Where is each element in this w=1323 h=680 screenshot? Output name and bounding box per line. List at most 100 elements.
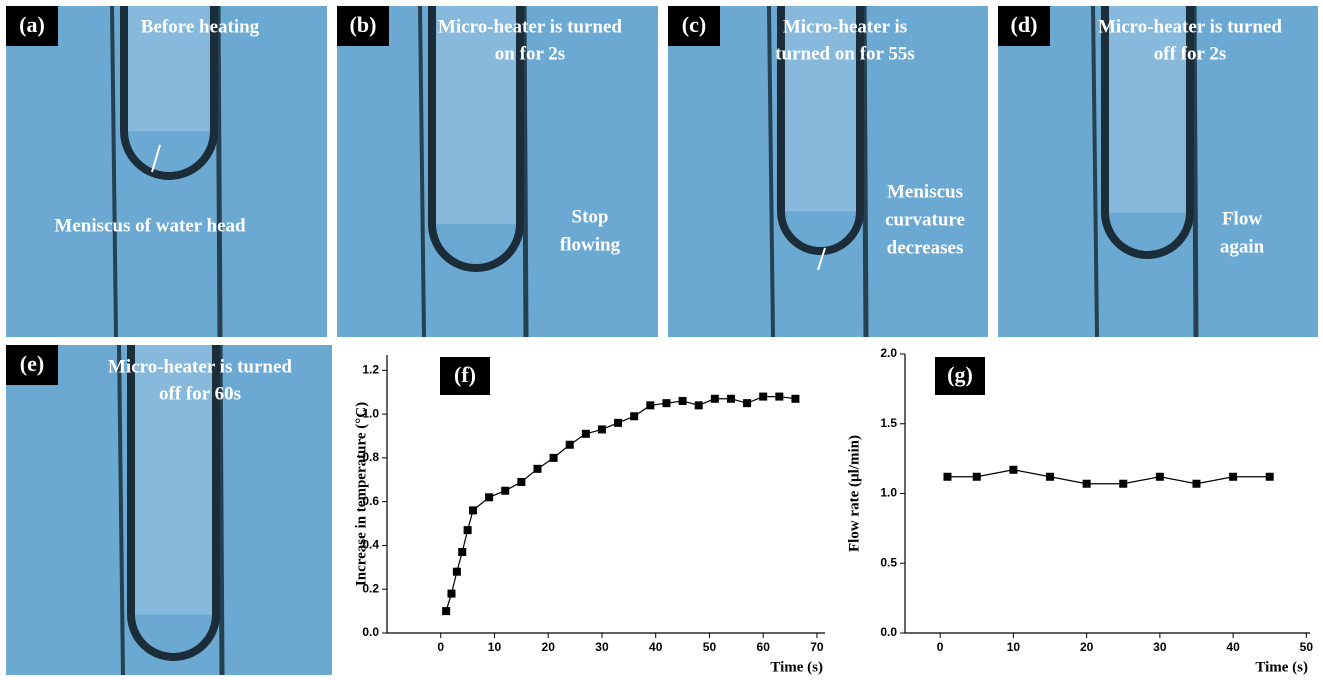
photo-panel: (a) Before heating Meniscus of water head: [6, 5, 327, 338]
data-point: [442, 607, 451, 616]
annotation: Flow: [1222, 208, 1262, 229]
x-tick-label: 30: [595, 640, 609, 654]
panel-label: (g): [947, 362, 973, 387]
caption: turned on for 55s: [775, 43, 915, 64]
data-point: [463, 526, 472, 535]
panel-label: (d): [1011, 12, 1038, 37]
x-tick-label: 40: [649, 640, 663, 654]
annotation: flowing: [560, 234, 621, 255]
y-tick-label: 0.8: [362, 450, 379, 464]
y-axis-label: Increase in temperature (°C): [353, 402, 369, 586]
panel-label-box: [935, 357, 985, 395]
x-tick-label: 50: [703, 640, 717, 654]
y-tick-label: 1.0: [880, 486, 897, 500]
data-point: [1119, 479, 1128, 488]
tube-wall: [117, 344, 125, 676]
y-tick-label: 0.0: [880, 625, 897, 639]
y-tick-label: 2.0: [880, 346, 897, 360]
data-point: [710, 394, 719, 403]
data-point: [581, 429, 590, 438]
data-point: [775, 392, 784, 401]
data-point: [759, 392, 768, 401]
data-point: [1009, 465, 1018, 474]
tube-wall: [1191, 5, 1199, 338]
x-tick-label: 20: [1080, 640, 1094, 654]
data-point: [517, 477, 526, 486]
photo-panel: (e) Micro-heater is turned off for 60s: [6, 344, 332, 676]
meniscus: [120, 6, 218, 180]
arrow: [151, 144, 161, 173]
annotation: again: [1220, 236, 1265, 257]
meniscus: [428, 6, 524, 272]
meniscus: [127, 345, 220, 661]
data-point: [726, 394, 735, 403]
data-point: [614, 418, 623, 427]
data-point: [646, 401, 655, 410]
data-point: [662, 399, 671, 408]
x-axis-label: Time (s): [770, 659, 823, 675]
data-point: [597, 425, 606, 434]
data-point: [972, 472, 981, 481]
tube-wall: [217, 344, 225, 676]
annotation: Meniscus: [887, 181, 963, 202]
tube-interior: [124, 6, 214, 131]
caption: Micro-heater is turned: [1098, 16, 1282, 37]
x-tick-label: 0: [437, 640, 444, 654]
panel-label: (a): [19, 12, 45, 37]
data-point: [452, 567, 461, 576]
x-axis-label: Time (s): [1255, 659, 1308, 675]
x-tick-label: 70: [810, 640, 824, 654]
y-tick-label: 0.4: [362, 538, 379, 552]
y-tick-label: 1.5: [880, 416, 897, 430]
data-point: [565, 440, 574, 449]
data-point: [501, 486, 510, 495]
data-point: [1192, 479, 1201, 488]
panel-label: (c): [682, 12, 706, 37]
panel-label-box: [440, 357, 490, 395]
photo-panel: (b) Micro-heater is turned on for 2s Stop fl…: [337, 5, 658, 338]
y-tick-label: 1.2: [362, 362, 379, 376]
x-tick-label: 30: [1153, 640, 1167, 654]
data-point: [630, 412, 639, 421]
y-tick-label: 0.2: [362, 581, 379, 595]
caption: off for 2s: [1154, 43, 1226, 64]
photo-panel: (d) Micro-heater is turned off for 2s Flow a…: [998, 5, 1318, 338]
data-point: [485, 493, 494, 502]
tube-wall: [418, 5, 426, 338]
data-point: [533, 464, 542, 473]
caption: Micro-heater is: [783, 16, 907, 37]
caption: on for 2s: [495, 43, 565, 64]
data-point: [549, 453, 558, 462]
annotation: Meniscus of water head: [54, 215, 246, 236]
meniscus: [777, 6, 864, 255]
x-tick-label: 40: [1226, 640, 1240, 654]
tube-wall: [215, 5, 223, 338]
chart: 0.0 0.2 0.4 0.6 0.8 1.0 1.2 0 10 20 30 40 50 60 70 Time…: [353, 355, 825, 675]
data-point: [447, 589, 456, 598]
tube-wall: [861, 5, 869, 338]
y-axis-label: Flow rate (µl/min): [846, 435, 862, 552]
data-point: [694, 401, 703, 410]
data-point: [743, 399, 752, 408]
panel-label: (b): [350, 12, 377, 37]
panel-label: (f): [454, 362, 476, 387]
tube-wall: [767, 5, 775, 338]
panel-label: (e): [20, 351, 44, 376]
panel-label-box: [668, 6, 720, 46]
data-point: [458, 548, 467, 557]
data-point: [678, 396, 687, 405]
data-point: [1082, 479, 1091, 488]
data-point: [1229, 472, 1238, 481]
tube-wall: [110, 5, 118, 338]
caption: Micro-heater is turned: [438, 16, 622, 37]
x-tick-label: 20: [542, 640, 556, 654]
caption: off for 60s: [159, 383, 241, 404]
panel-label-box: [337, 6, 389, 46]
data-point: [791, 394, 800, 403]
tube-interior: [131, 345, 216, 615]
data-point: [468, 506, 477, 515]
tube-wall: [521, 5, 529, 338]
tube-wall: [1091, 5, 1099, 338]
panel-label-box: [998, 6, 1050, 46]
